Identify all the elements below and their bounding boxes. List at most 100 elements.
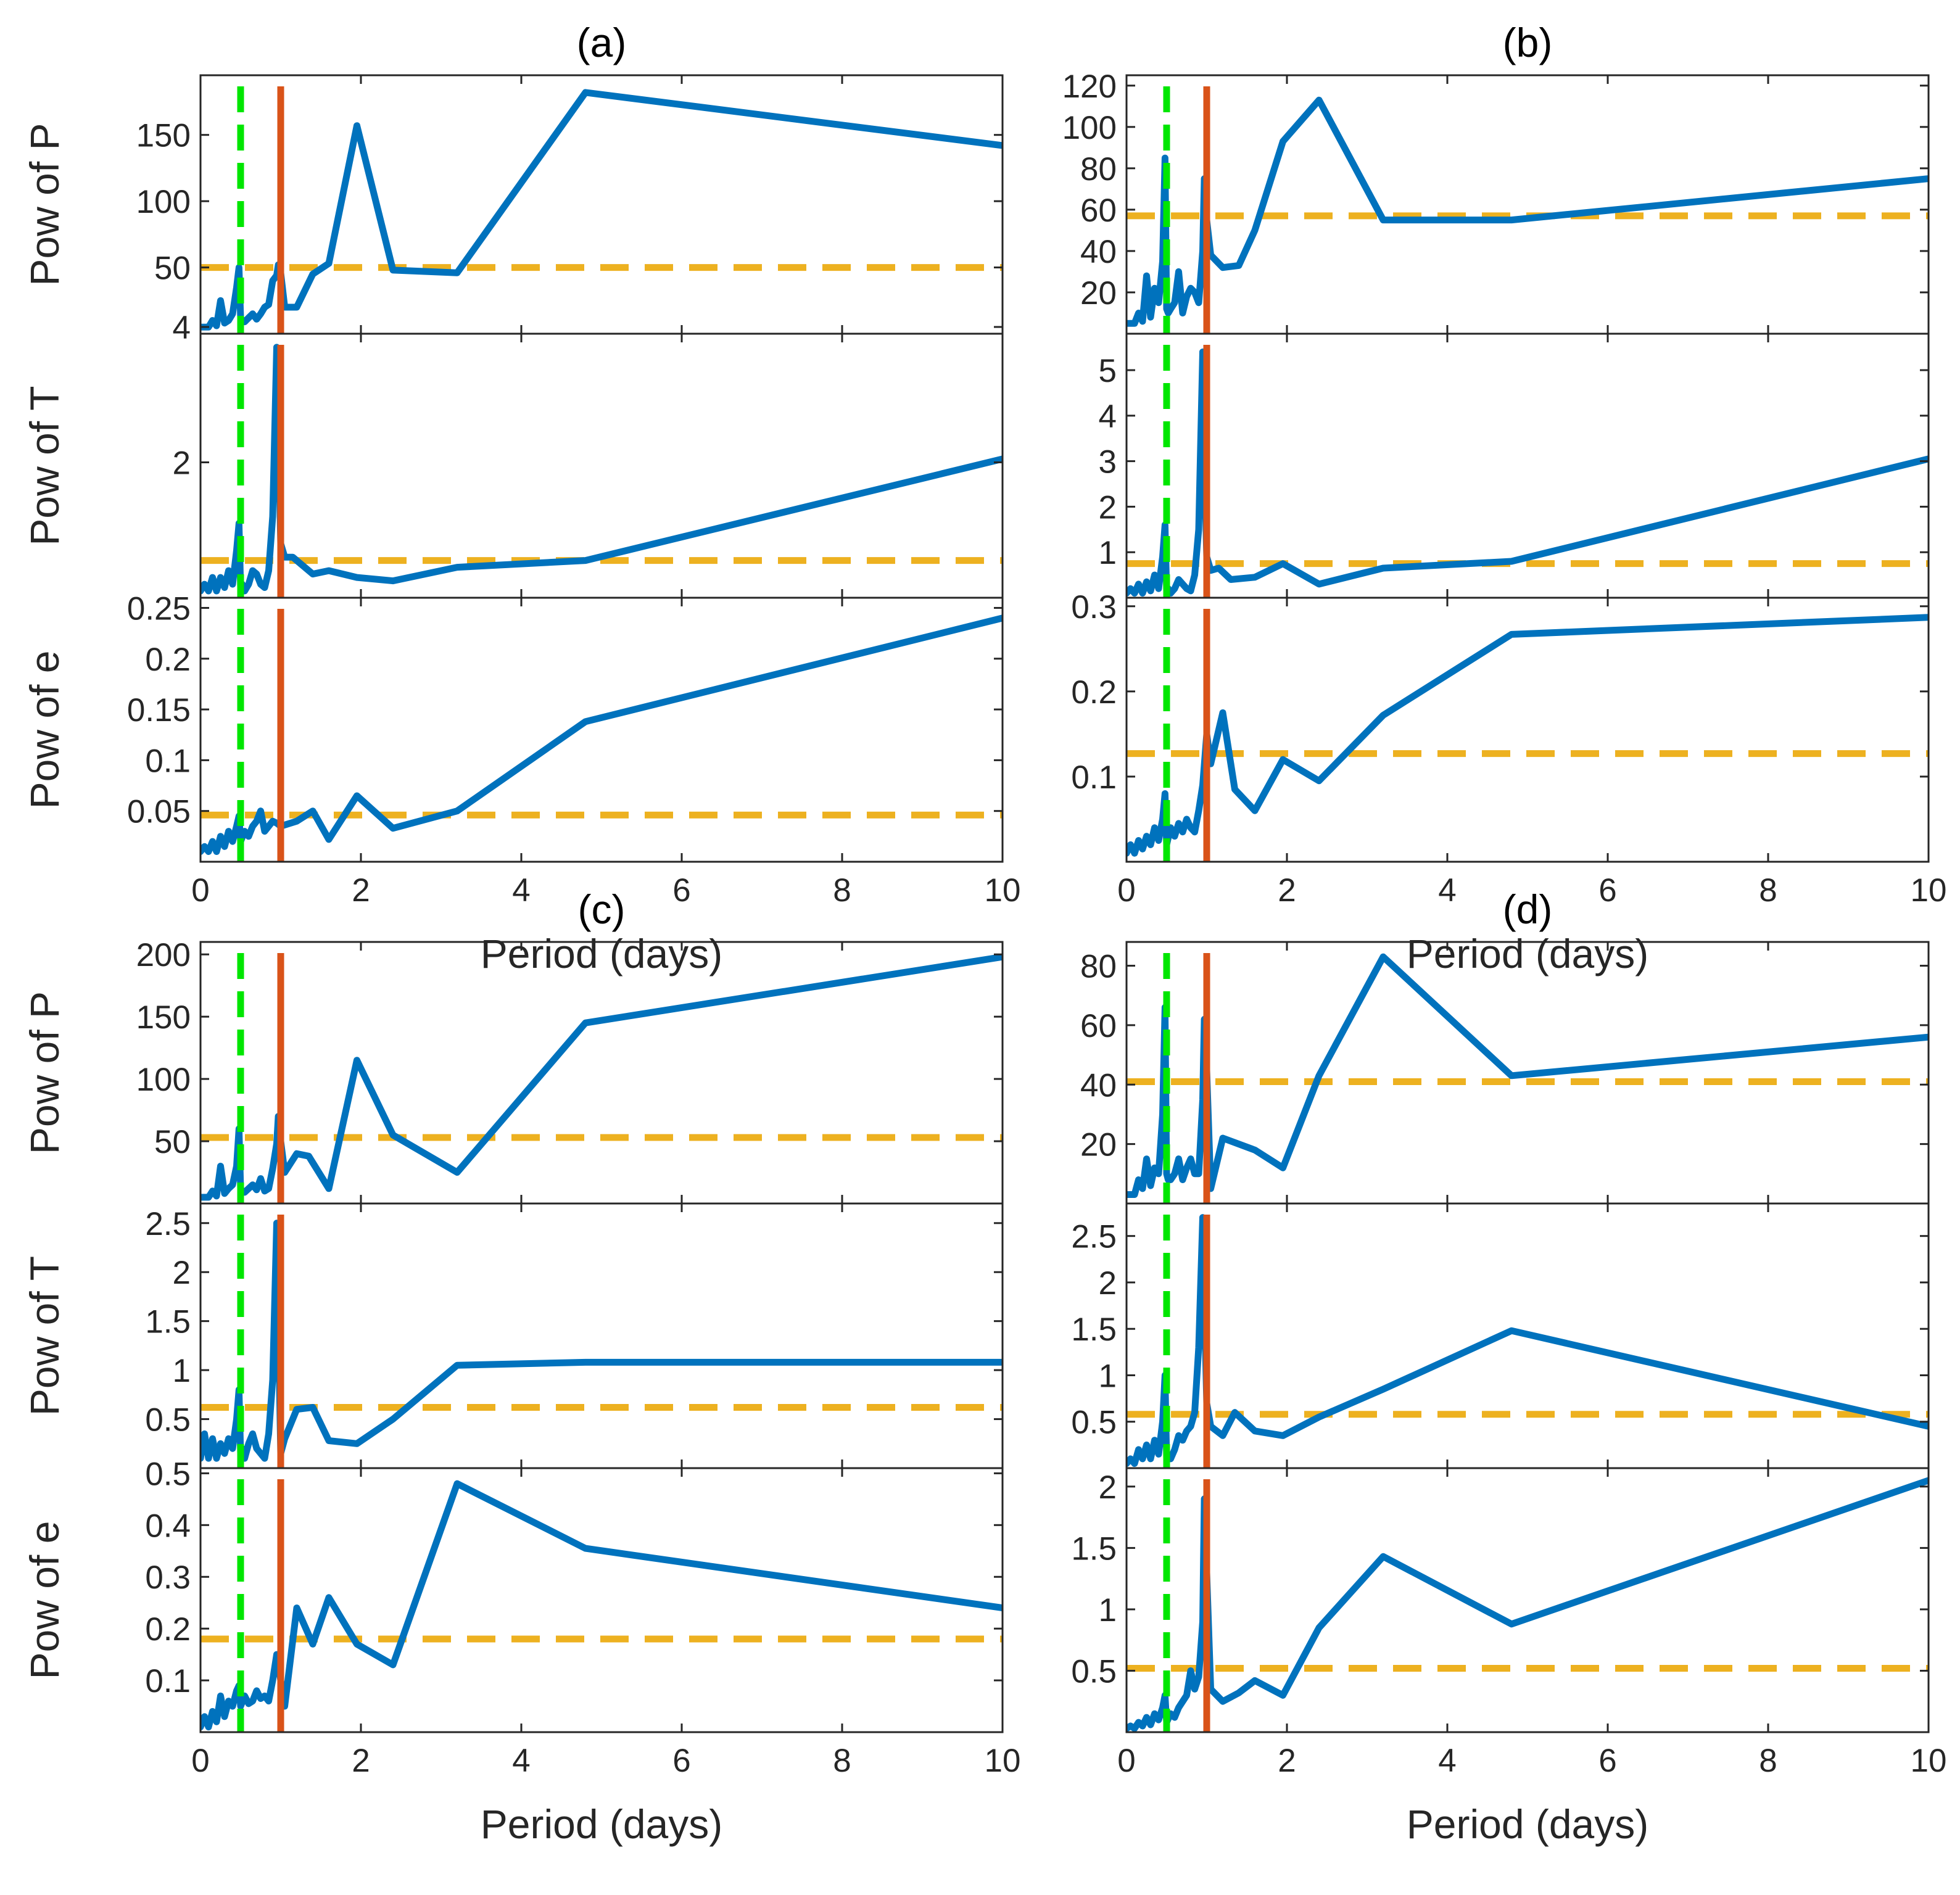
y-tick-label: 1.5 [145,1304,191,1340]
x-tick-label: 6 [672,872,690,909]
y-tick-label: 2 [1099,1265,1117,1302]
y-tick-label: 100 [1062,110,1117,146]
y-tick-label: 0.15 [127,692,191,729]
plot-area [201,344,1003,598]
x-tick-label: 0 [191,872,209,909]
y-tick-label: 2.5 [1071,1219,1117,1255]
x-tick-label: 2 [1278,1743,1296,1779]
y-tick-label: 0.1 [1071,759,1117,796]
y-tick-label: 200 [136,937,191,973]
x-tick-label: 4 [512,1743,530,1779]
plot-area [201,953,1003,1203]
y-tick-label: 1 [1099,535,1117,571]
x-tick-label: 10 [985,872,1021,909]
y-tick-label: 1.5 [1071,1530,1117,1567]
x-tick-label: 2 [1278,872,1296,909]
axes-box [199,1467,1004,1733]
y-tick-label: 1 [173,1353,191,1389]
y-tick-label: 2.5 [145,1206,191,1242]
y-tick-label: 0.5 [145,1402,191,1439]
axes-box [199,597,1004,863]
series-line [1127,96,1929,327]
y-tick-label: 20 [1080,275,1117,312]
subplot-a-2: 2 4 Pow of T [22,310,1004,599]
y-tick-label: 50 [154,1124,191,1160]
y-tick-label: 0.05 [127,794,191,830]
y-tick-label: 150 [136,999,191,1036]
plot-area [1127,345,1929,598]
series-line [201,953,1003,1201]
subplot-d-3: 0.5 1 1.5 2 0 2 4 6 8 10 Period (days) [1071,1467,1946,1847]
x-tick-label: 6 [1598,1743,1616,1779]
y-axis-label: Pow of e [22,1521,67,1680]
y-tick-label: 0.2 [145,642,191,678]
y-tick-label: 0.2 [145,1611,191,1648]
x-tick-label: 0 [1117,872,1135,909]
plot-area [201,86,1003,334]
y-tick-label: 100 [136,184,191,220]
series-line [1127,349,1929,597]
y-tick-label: 0.1 [145,1663,191,1699]
y-tick-label: 0.5 [145,1456,191,1492]
plot-area [201,1479,1003,1732]
panel-title: (d) [1503,886,1553,932]
x-tick-label: 4 [1438,1743,1456,1779]
plot-area [1127,86,1929,334]
x-tick-label: 8 [833,872,851,909]
subplot-c-1: 50 100 150 200 Pow of P [22,937,1004,1205]
y-tick-label: 0.4 [145,1508,191,1544]
series-line [1127,614,1929,857]
x-tick-label: 4 [1438,872,1456,909]
y-axis-label: Pow of P [22,991,67,1154]
series-line [201,1480,1003,1731]
y-tick-label: 80 [1080,949,1117,985]
y-tick-label: 60 [1080,192,1117,229]
axes-box [1125,74,1930,335]
plot-area [1127,1214,1929,1468]
x-tick-label: 0 [191,1743,209,1779]
x-tick-label: 10 [985,1743,1021,1779]
y-tick-label: 5 [1099,353,1117,389]
subplot-c-2: 0.5 1 1.5 2 2.5 Pow of T [22,1202,1004,1469]
y-tick-label: 2 [173,1255,191,1291]
x-tick-label: 2 [352,1743,370,1779]
plot-area [201,1215,1003,1468]
series-line [1127,1477,1929,1732]
y-tick-label: 150 [136,118,191,154]
y-tick-label: 80 [1080,151,1117,188]
panel-title: (c) [578,886,626,932]
y-axis-label: Pow of T [22,386,67,545]
series-line [1127,953,1929,1198]
y-tick-label: 50 [154,250,191,287]
x-tick-label: 4 [512,872,530,909]
x-tick-label: 6 [672,1743,690,1779]
plot-area [1127,953,1929,1203]
y-tick-label: 0.3 [145,1559,191,1596]
subplot-b-1: 20 40 60 80 100 120 [1062,68,1930,335]
y-tick-label: 1 [1099,1358,1117,1394]
y-tick-label: 0.5 [1071,1405,1117,1441]
plot-area [1127,609,1929,862]
axes-box [1125,1467,1930,1733]
series-line [201,89,1003,331]
x-tick-label: 8 [833,1743,851,1779]
y-tick-label: 0.5 [1071,1653,1117,1690]
x-axis-label: Period (days) [1407,1801,1649,1847]
x-axis-label: Period (days) [481,931,723,976]
y-tick-label: 4 [173,310,191,346]
series-line [1127,1214,1929,1467]
y-axis-label: Pow of e [22,651,67,809]
y-axis-label: Pow of P [22,123,67,286]
y-tick-label: 40 [1080,234,1117,270]
x-tick-label: 8 [1759,1743,1777,1779]
y-tick-label: 2 [173,445,191,482]
series-line [201,344,1003,595]
subplot-c-3: 0.1 0.2 0.3 0.4 0.5 Pow of e 0 2 4 6 8 10 Period (da… [22,1456,1020,1847]
subplot-b-3: 0.1 0.2 0.3 0 2 4 6 8 10 Period (days) [1071,589,1946,976]
y-tick-label: 3 [1099,444,1117,481]
y-axis-label: Pow of T [22,1256,67,1416]
y-tick-label: 40 [1080,1067,1117,1104]
